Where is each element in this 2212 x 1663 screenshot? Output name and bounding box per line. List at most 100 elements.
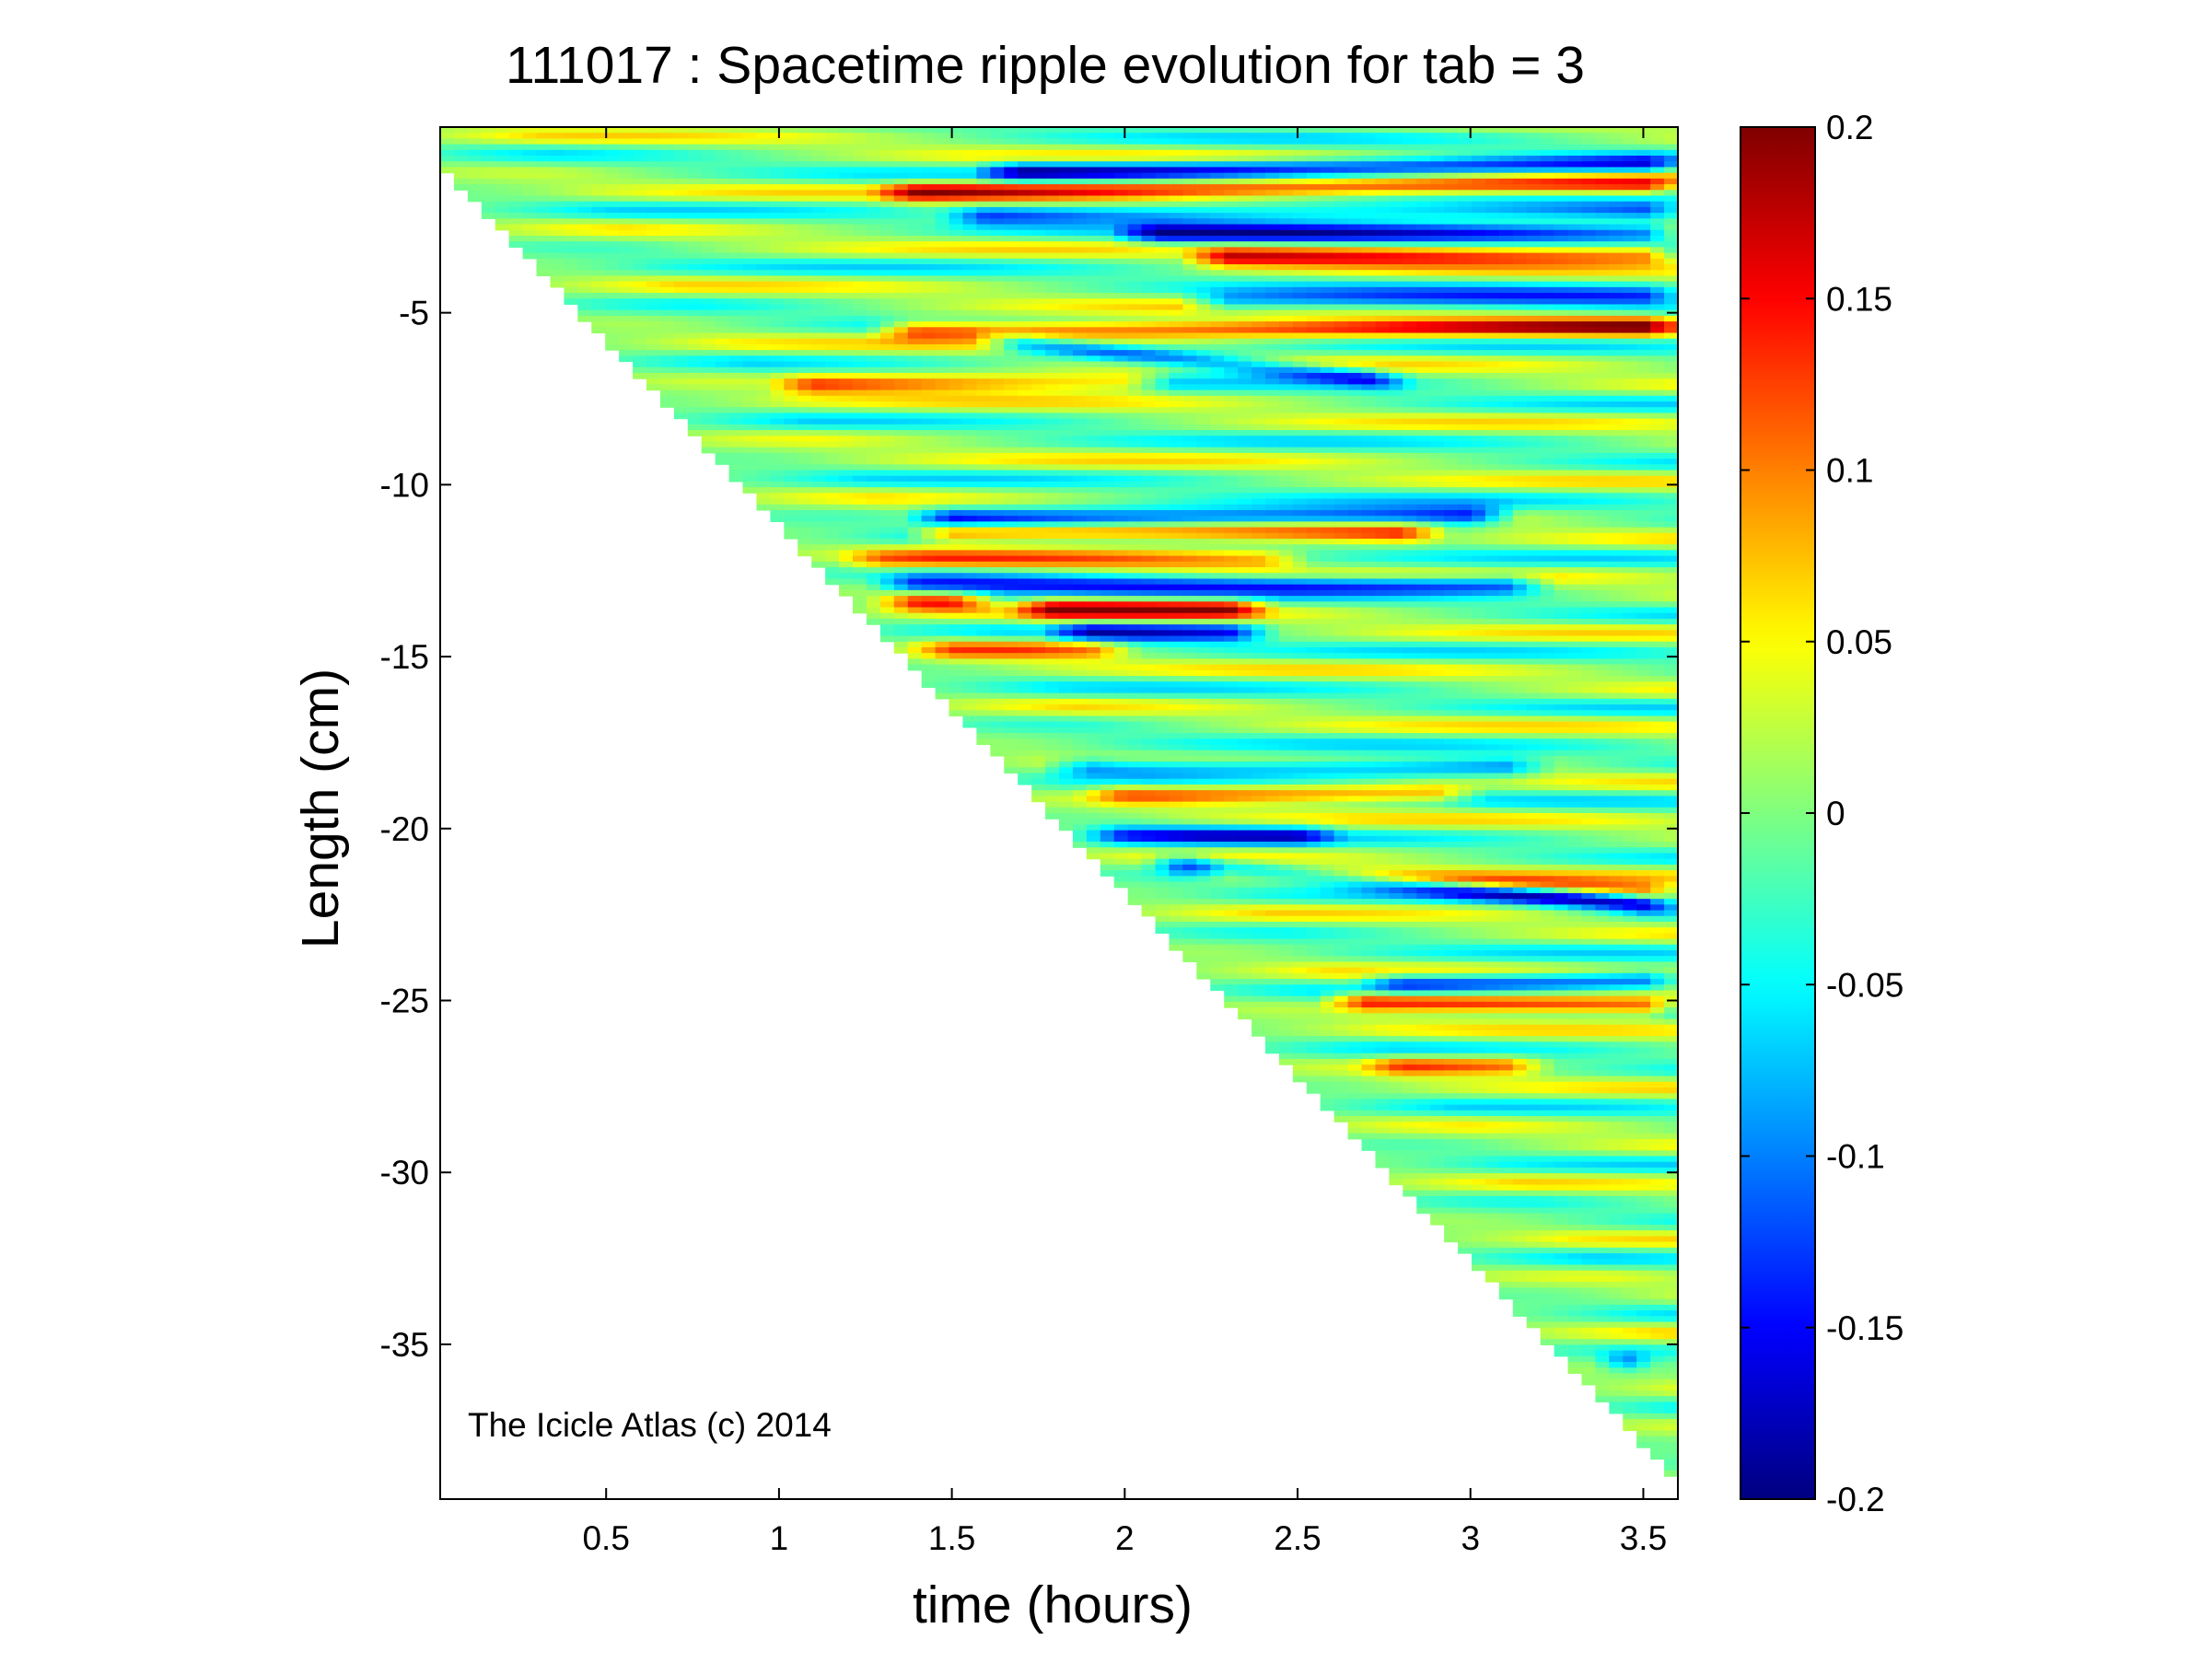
- heatmap-cell: [853, 224, 867, 231]
- heatmap-cell: [1224, 424, 1239, 431]
- heatmap-cell: [742, 459, 758, 465]
- heatmap-cell: [879, 138, 895, 145]
- heatmap-cell: [508, 127, 524, 134]
- heatmap-cell: [1059, 498, 1074, 506]
- heatmap-cell: [1182, 796, 1197, 803]
- heatmap-cell: [962, 555, 977, 563]
- heatmap-cell: [1127, 407, 1143, 414]
- heatmap-cell: [1210, 275, 1225, 283]
- heatmap-cell: [879, 264, 895, 271]
- heatmap-cell: [825, 567, 840, 574]
- heatmap-cell: [756, 144, 771, 151]
- heatmap-cell: [962, 127, 977, 134]
- heatmap-cell: [756, 332, 771, 340]
- heatmap-cell: [659, 190, 675, 197]
- heatmap-cell: [1072, 807, 1088, 814]
- heatmap-cell: [1252, 938, 1266, 946]
- heatmap-cell: [879, 184, 895, 191]
- heatmap-cell: [1031, 601, 1046, 609]
- heatmap-cell: [935, 338, 950, 345]
- heatmap-cell: [1196, 190, 1211, 197]
- heatmap-cell: [1100, 532, 1115, 540]
- heatmap-cell: [825, 532, 840, 540]
- heatmap-cell: [839, 452, 854, 459]
- heatmap-cell: [1224, 315, 1239, 322]
- heatmap-cell: [1100, 870, 1115, 877]
- heatmap-cell: [1045, 698, 1060, 705]
- heatmap-cell: [1141, 436, 1157, 443]
- heatmap-cell: [1018, 624, 1032, 631]
- heatmap-cell: [756, 470, 771, 477]
- heatmap-cell: [935, 252, 950, 260]
- heatmap-cell: [605, 138, 620, 145]
- heatmap-cell: [839, 504, 854, 511]
- heatmap-cell: [605, 229, 620, 237]
- heatmap-cell: [1045, 750, 1060, 757]
- heatmap-cell: [839, 229, 854, 237]
- heatmap-cell: [1072, 247, 1088, 254]
- heatmap-cell: [962, 721, 977, 728]
- heatmap-cell: [866, 167, 881, 174]
- heatmap-cell: [1155, 796, 1170, 803]
- heatmap-cell: [673, 161, 689, 169]
- heatmap-cell: [811, 286, 826, 294]
- heatmap-cell: [1224, 624, 1239, 631]
- heatmap-cell: [907, 366, 923, 374]
- heatmap-cell: [1155, 801, 1170, 808]
- heatmap-cell: [1113, 436, 1129, 443]
- heatmap-cell: [1224, 899, 1239, 905]
- heatmap-cell: [536, 184, 552, 191]
- heatmap-cell: [976, 487, 991, 494]
- heatmap-cell: [962, 144, 977, 151]
- heatmap-cell: [1169, 161, 1183, 169]
- heatmap-cell: [990, 138, 1005, 145]
- heatmap-cell: [522, 213, 538, 219]
- heatmap-cell: [1238, 704, 1252, 711]
- heatmap-cell: [962, 607, 977, 614]
- heatmap-cell: [1113, 698, 1129, 705]
- heatmap-cell: [990, 641, 1005, 648]
- heatmap-cell: [715, 167, 730, 174]
- heatmap-cell: [1169, 589, 1183, 597]
- heatmap-cell: [1127, 241, 1143, 248]
- heatmap-cell: [949, 390, 964, 397]
- heatmap-cell: [508, 184, 524, 191]
- heatmap-cell: [1113, 366, 1129, 374]
- heatmap-cell: [839, 298, 854, 306]
- heatmap-cell: [1169, 390, 1183, 397]
- heatmap-cell: [797, 350, 812, 356]
- heatmap-cell: [1113, 127, 1129, 134]
- heatmap-cell: [701, 178, 716, 185]
- heatmap-cell: [976, 641, 991, 648]
- heatmap-cell: [1127, 378, 1143, 385]
- heatmap-cell: [1182, 601, 1197, 609]
- heatmap-cell: [879, 327, 895, 334]
- heatmap-cell: [935, 172, 950, 180]
- heatmap-cell: [756, 395, 771, 402]
- heatmap-cell: [1086, 601, 1101, 609]
- heatmap-cell: [633, 270, 647, 277]
- heatmap-cell: [770, 493, 785, 500]
- heatmap-cell: [1196, 430, 1211, 436]
- heatmap-cell: [811, 161, 826, 169]
- heatmap-cell: [1210, 904, 1225, 912]
- heatmap-cell: [1169, 904, 1183, 912]
- heatmap-cell: [893, 281, 909, 288]
- heatmap-cell: [1224, 767, 1239, 774]
- heatmap-cell: [619, 286, 634, 294]
- heatmap-cell: [811, 475, 826, 483]
- heatmap-cell: [784, 304, 798, 311]
- heatmap-cell: [1182, 504, 1197, 511]
- heatmap-cell: [1127, 669, 1143, 677]
- heatmap-cell: [673, 229, 689, 237]
- heatmap-cell: [990, 293, 1005, 299]
- heatmap-cell: [701, 224, 716, 231]
- heatmap-cell: [1224, 698, 1239, 705]
- heatmap-cell: [1155, 384, 1170, 391]
- heatmap-cell: [1182, 241, 1197, 248]
- heatmap-cell: [1224, 539, 1239, 545]
- heatmap-cell: [990, 361, 1005, 368]
- heatmap-cell: [866, 447, 881, 454]
- heatmap-cell: [811, 293, 826, 299]
